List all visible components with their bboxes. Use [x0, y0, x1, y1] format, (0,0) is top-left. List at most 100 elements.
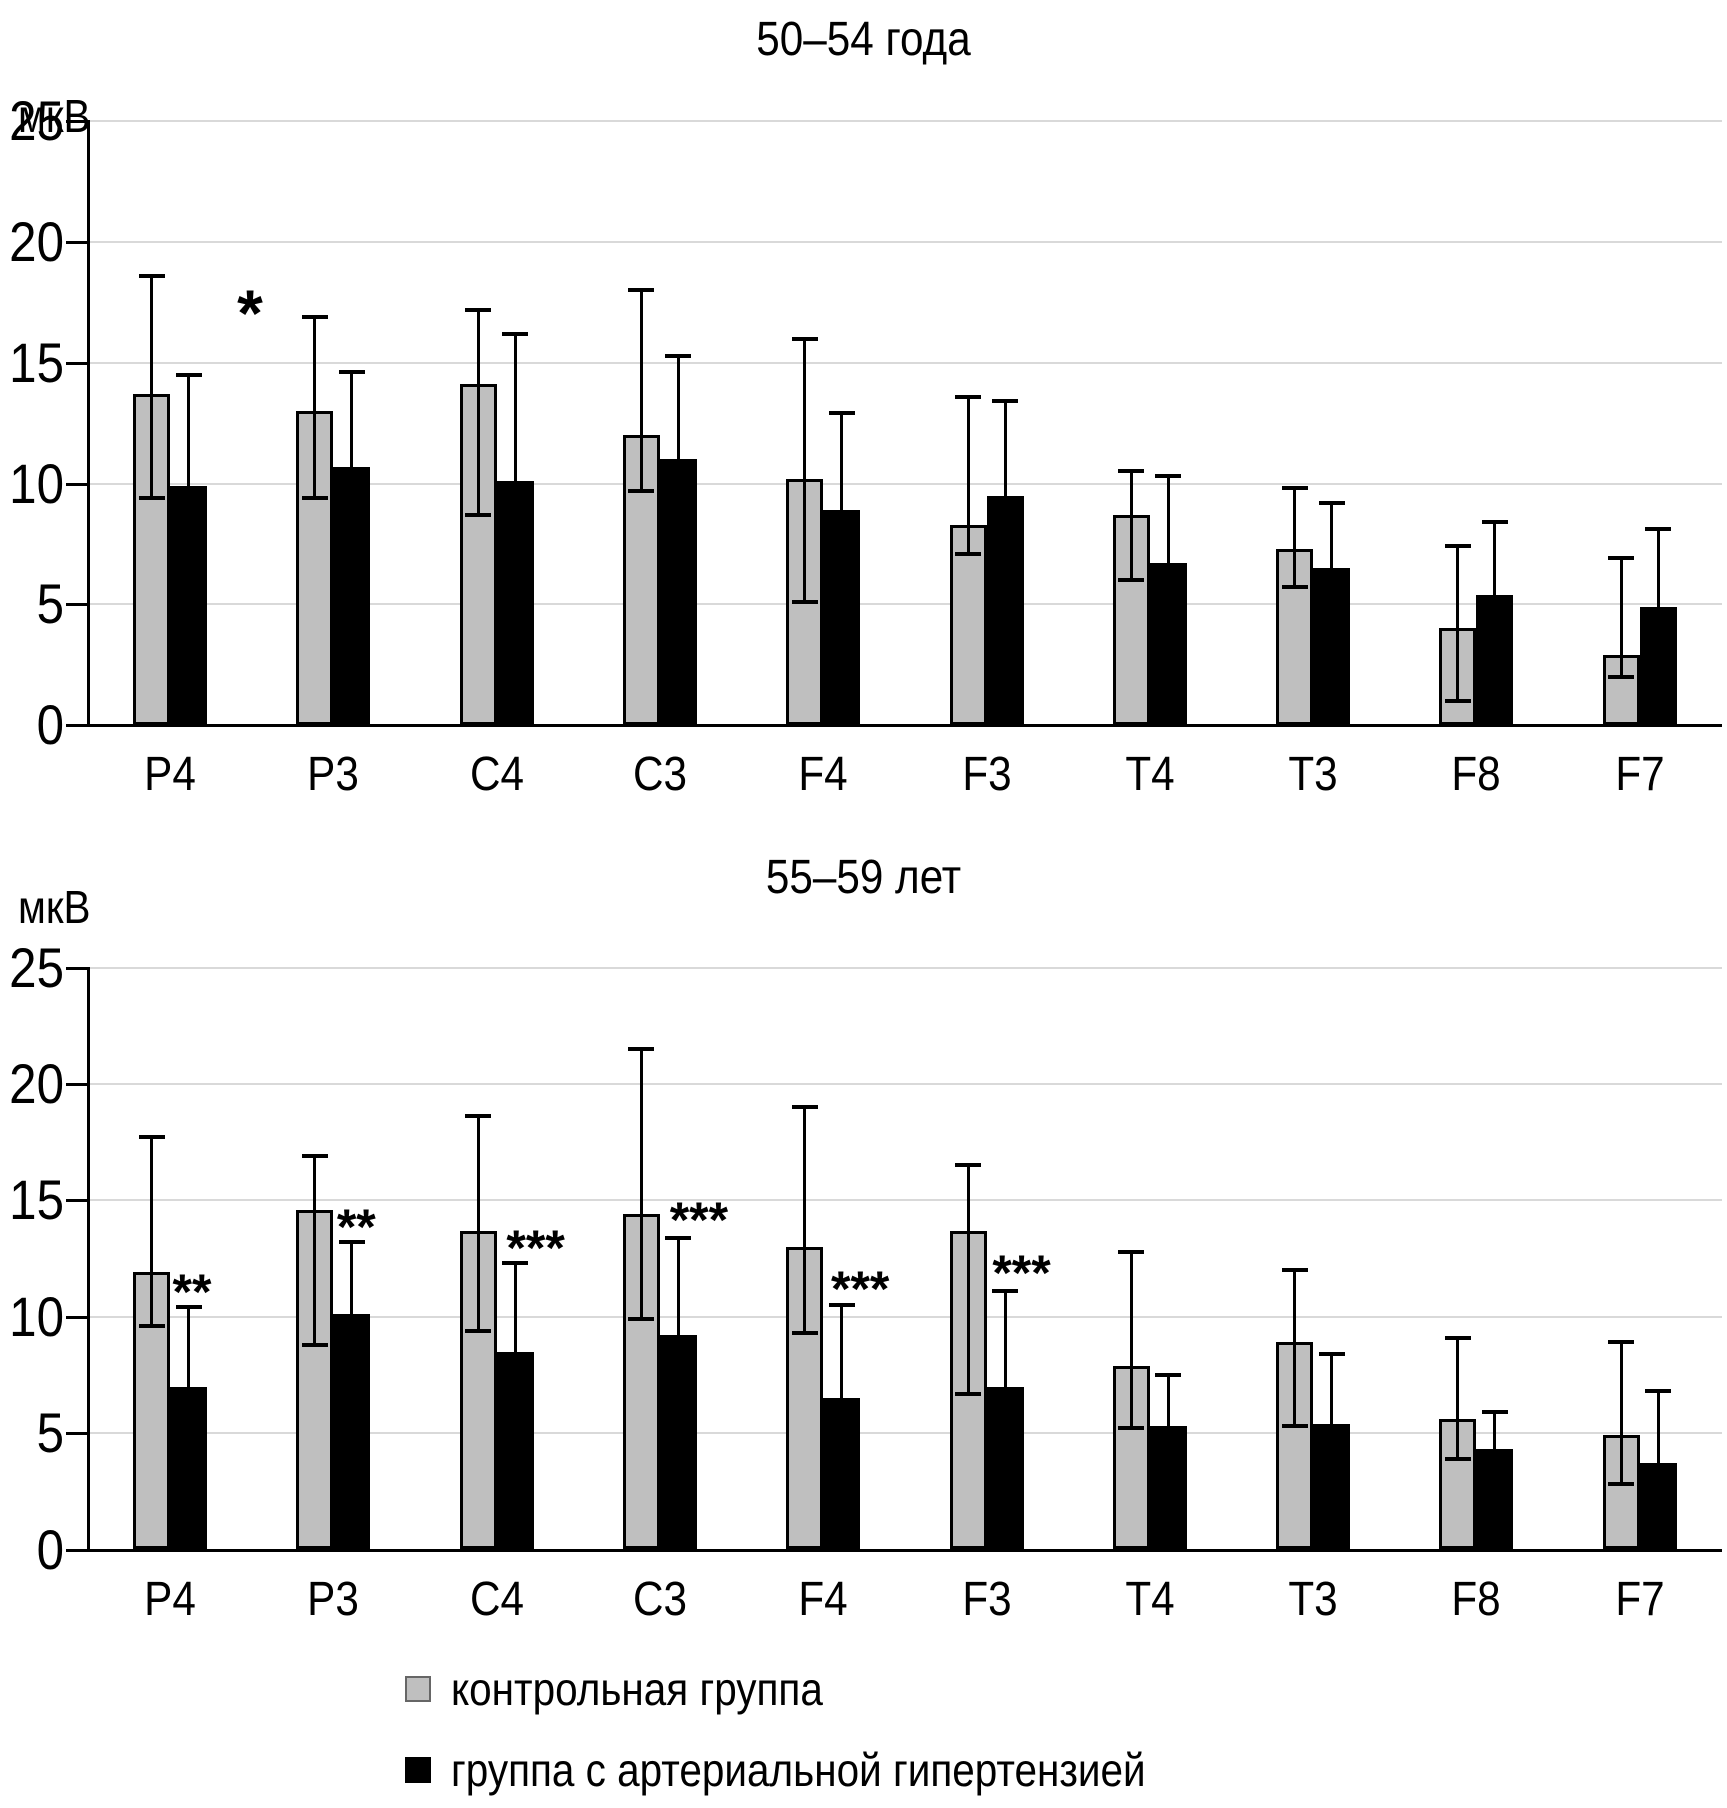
error-line-control-C3: [639, 290, 643, 491]
error-cap-hi-hypertension-F7: [1645, 1389, 1672, 1394]
error-cap-lo-control-F4: [791, 599, 818, 604]
error-cap-hi-control-P4: [138, 273, 165, 278]
bar-hypertension-P3: [333, 1314, 371, 1550]
bar-hypertension-F7: [1639, 1463, 1677, 1550]
bar-hypertension-C3: [659, 459, 697, 725]
error-cap-hi-hypertension-C4: [502, 331, 529, 336]
y-axis-unit-bottom: мкВ: [18, 881, 91, 933]
bar-hypertension-F8: [1476, 594, 1514, 725]
significance-asterisk-0: *: [237, 276, 263, 351]
gridline-20: [90, 241, 1722, 243]
y-tick-label-0: 0: [36, 1517, 64, 1581]
error-line-hypertension-T4: [1166, 476, 1170, 578]
error-cap-hi-control-C3: [628, 288, 655, 293]
x-label-P3: P3: [307, 748, 360, 801]
x-label-F8: F8: [1451, 1573, 1502, 1626]
gridline-20: [90, 1082, 1722, 1085]
error-cap-hi-control-F7: [1608, 556, 1635, 561]
error-cap-hi-hypertension-F3: [992, 399, 1018, 404]
error-line-control-T3: [1293, 1270, 1297, 1427]
y-tick-label-0: 0: [36, 693, 64, 756]
bar-hypertension-T3: [1313, 1423, 1351, 1550]
y-tick-10: [66, 1315, 88, 1319]
error-cap-lo-control-P3: [301, 495, 328, 500]
error-cap-hi-hypertension-F3: [992, 1289, 1018, 1294]
gridline-15: [90, 361, 1722, 364]
error-cap-hi-control-F4: [791, 336, 818, 341]
error-cap-hi-hypertension-C4: [502, 1261, 529, 1266]
error-line-hypertension-P4: [187, 1307, 190, 1401]
error-cap-lo-control-C4: [465, 1328, 492, 1333]
error-cap-lo-control-F8: [1444, 698, 1471, 703]
error-cap-hi-control-F8: [1444, 544, 1471, 549]
error-line-control-T3: [1293, 488, 1297, 588]
gridline-10: [90, 482, 1722, 485]
error-cap-lo-control-C3: [628, 1317, 655, 1322]
y-tick-10: [66, 482, 88, 486]
y-tick-20: [66, 241, 88, 244]
error-cap-lo-control-F8: [1444, 1456, 1471, 1461]
error-line-control-F7: [1619, 558, 1623, 677]
x-label-F7: F7: [1615, 1573, 1665, 1626]
error-line-hypertension-C4: [513, 1263, 517, 1366]
y-tick-label-10: 10: [9, 451, 65, 515]
x-label-C4: C4: [469, 1573, 524, 1626]
y-tick-25: [66, 966, 88, 970]
error-cap-hi-control-P4: [138, 1135, 165, 1140]
error-cap-hi-control-C4: [465, 307, 492, 312]
error-line-hypertension-T4: [1166, 1374, 1170, 1441]
legend-item-hypertension: группа с артериальной гипертензией: [405, 1743, 1240, 1797]
bar-hypertension-F7: [1639, 606, 1677, 725]
error-line-control-C4: [476, 309, 480, 515]
x-label-F3: F3: [961, 748, 1012, 801]
x-label-T3: T3: [1288, 1573, 1338, 1626]
x-label-C3: C3: [632, 748, 687, 801]
y-tick-label-5: 5: [36, 1401, 64, 1465]
x-label-P4: P4: [144, 748, 196, 801]
chart-title-50-54: 50–54 года: [756, 13, 971, 66]
y-tick-label-25: 25: [9, 89, 65, 153]
error-line-hypertension-F8: [1493, 1412, 1497, 1464]
x-label-F3: F3: [961, 1573, 1012, 1626]
legend-item-control: контрольная группа: [405, 1662, 874, 1716]
error-line-hypertension-F7: [1656, 1391, 1660, 1478]
bar-hypertension-F3: [986, 495, 1024, 725]
error-cap-hi-control-F8: [1444, 1335, 1471, 1340]
bar-control-P4: [133, 1272, 170, 1550]
legend-label-control: контрольная группа: [451, 1663, 823, 1715]
error-line-control-F4: [803, 1107, 807, 1333]
control-group-swatch: [405, 1676, 431, 1702]
error-cap-lo-control-T4: [1118, 578, 1145, 583]
error-line-hypertension-F7: [1656, 529, 1660, 621]
error-cap-lo-control-F7: [1608, 674, 1635, 679]
error-line-control-C4: [476, 1116, 480, 1331]
bar-hypertension-T3: [1313, 568, 1351, 725]
error-cap-hi-control-T4: [1118, 469, 1145, 474]
error-line-hypertension-P3: [350, 1242, 354, 1329]
error-cap-lo-control-C3: [628, 488, 655, 493]
error-cap-hi-hypertension-P4: [175, 1305, 202, 1310]
gridline-15: [90, 1199, 1722, 1202]
y-tick-15: [66, 1199, 88, 1203]
error-cap-lo-control-F3: [955, 551, 981, 556]
error-cap-lo-control-T3: [1281, 585, 1308, 590]
error-line-control-P4: [150, 1137, 153, 1326]
error-cap-hi-hypertension-F4: [828, 411, 855, 416]
error-cap-hi-hypertension-F8: [1481, 520, 1508, 525]
error-line-control-F8: [1456, 546, 1460, 701]
chart-title-55-59: 55–59 лет: [765, 851, 962, 904]
bar-hypertension-F4: [823, 1398, 861, 1550]
x-label-F7: F7: [1615, 748, 1665, 801]
error-cap-lo-control-P3: [301, 1342, 328, 1347]
y-tick-label-10: 10: [9, 1284, 65, 1348]
significance-asterisk-3: ***: [669, 1191, 729, 1248]
error-line-control-T4: [1129, 471, 1133, 581]
error-line-hypertension-F8: [1493, 522, 1497, 609]
error-line-hypertension-T3: [1330, 1353, 1334, 1438]
gridline-5: [90, 1432, 1722, 1435]
y-tick-label-5: 5: [36, 572, 64, 636]
x-label-P4: P4: [144, 1573, 196, 1626]
error-cap-lo-control-P4: [138, 1324, 165, 1328]
x-axis-line: [66, 1548, 1722, 1552]
